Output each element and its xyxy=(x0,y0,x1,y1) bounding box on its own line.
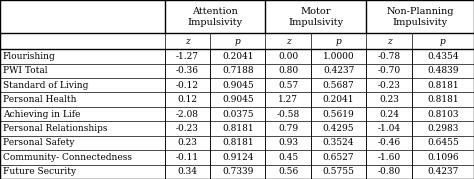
Text: Personal Safety: Personal Safety xyxy=(3,138,74,147)
Text: -0.80: -0.80 xyxy=(377,167,401,176)
Text: 0.56: 0.56 xyxy=(278,167,298,176)
Text: p: p xyxy=(440,37,446,46)
Text: 0.00: 0.00 xyxy=(278,52,298,61)
Text: -1.27: -1.27 xyxy=(176,52,199,61)
Text: 0.9045: 0.9045 xyxy=(222,95,254,104)
Text: 0.23: 0.23 xyxy=(379,95,399,104)
Text: Personal Relationships: Personal Relationships xyxy=(3,124,107,133)
Text: -0.12: -0.12 xyxy=(176,81,199,90)
Text: 0.8103: 0.8103 xyxy=(427,110,459,119)
Text: Non-Planning
Impulsivity: Non-Planning Impulsivity xyxy=(386,6,454,27)
Text: p: p xyxy=(336,37,341,46)
Text: Personal Health: Personal Health xyxy=(3,95,76,104)
Text: z: z xyxy=(387,37,392,46)
Text: -0.58: -0.58 xyxy=(277,110,300,119)
Text: 0.4839: 0.4839 xyxy=(427,66,459,75)
Text: 0.93: 0.93 xyxy=(278,138,298,147)
Text: 0.8181: 0.8181 xyxy=(222,138,254,147)
Text: 0.7339: 0.7339 xyxy=(222,167,254,176)
Text: Achieving in Life: Achieving in Life xyxy=(3,110,80,119)
Text: 0.57: 0.57 xyxy=(278,81,298,90)
Text: 0.9045: 0.9045 xyxy=(222,81,254,90)
Text: 0.34: 0.34 xyxy=(178,167,198,176)
Text: -1.60: -1.60 xyxy=(377,153,401,162)
Text: Standard of Living: Standard of Living xyxy=(3,81,88,90)
Text: -1.04: -1.04 xyxy=(377,124,401,133)
Text: -0.46: -0.46 xyxy=(377,138,401,147)
Text: 0.8181: 0.8181 xyxy=(222,124,254,133)
Text: Flourishing: Flourishing xyxy=(3,52,55,61)
Text: -0.11: -0.11 xyxy=(176,153,199,162)
Text: -0.23: -0.23 xyxy=(377,81,401,90)
Text: 0.3524: 0.3524 xyxy=(323,138,355,147)
Text: 0.8181: 0.8181 xyxy=(427,81,459,90)
Text: Future Security: Future Security xyxy=(3,167,76,176)
Text: -0.78: -0.78 xyxy=(377,52,401,61)
Text: 0.4295: 0.4295 xyxy=(323,124,355,133)
Text: z: z xyxy=(286,37,291,46)
Text: 0.2983: 0.2983 xyxy=(427,124,458,133)
Text: 0.2041: 0.2041 xyxy=(323,95,355,104)
Text: 0.1096: 0.1096 xyxy=(427,153,459,162)
Text: p: p xyxy=(235,37,241,46)
Text: -0.70: -0.70 xyxy=(377,66,401,75)
Text: 0.8181: 0.8181 xyxy=(427,95,459,104)
Text: z: z xyxy=(185,37,190,46)
Text: -0.23: -0.23 xyxy=(176,124,199,133)
Text: 0.5755: 0.5755 xyxy=(323,167,355,176)
Text: 0.79: 0.79 xyxy=(278,124,298,133)
Text: 0.0375: 0.0375 xyxy=(222,110,254,119)
Text: 1.0000: 1.0000 xyxy=(323,52,355,61)
Text: 0.9124: 0.9124 xyxy=(222,153,254,162)
Text: Community- Connectedness: Community- Connectedness xyxy=(3,153,132,162)
Text: 0.12: 0.12 xyxy=(178,95,198,104)
Text: 0.4237: 0.4237 xyxy=(427,167,458,176)
Text: 0.45: 0.45 xyxy=(278,153,298,162)
Text: Motor
Impulsivity: Motor Impulsivity xyxy=(288,6,343,27)
Text: 0.23: 0.23 xyxy=(178,138,198,147)
Text: 1.27: 1.27 xyxy=(278,95,298,104)
Text: 0.6455: 0.6455 xyxy=(427,138,459,147)
Text: 0.6527: 0.6527 xyxy=(323,153,355,162)
Text: PWI Total: PWI Total xyxy=(3,66,47,75)
Text: 0.7188: 0.7188 xyxy=(222,66,254,75)
Text: 0.24: 0.24 xyxy=(379,110,399,119)
Text: 0.2041: 0.2041 xyxy=(222,52,254,61)
Text: Attention
Impulsivity: Attention Impulsivity xyxy=(188,6,243,27)
Text: 0.4237: 0.4237 xyxy=(323,66,354,75)
Text: 0.80: 0.80 xyxy=(278,66,298,75)
Text: 0.4354: 0.4354 xyxy=(427,52,459,61)
Text: 0.5619: 0.5619 xyxy=(323,110,355,119)
Text: -0.36: -0.36 xyxy=(176,66,199,75)
Text: -2.08: -2.08 xyxy=(176,110,199,119)
Text: 0.5687: 0.5687 xyxy=(323,81,355,90)
